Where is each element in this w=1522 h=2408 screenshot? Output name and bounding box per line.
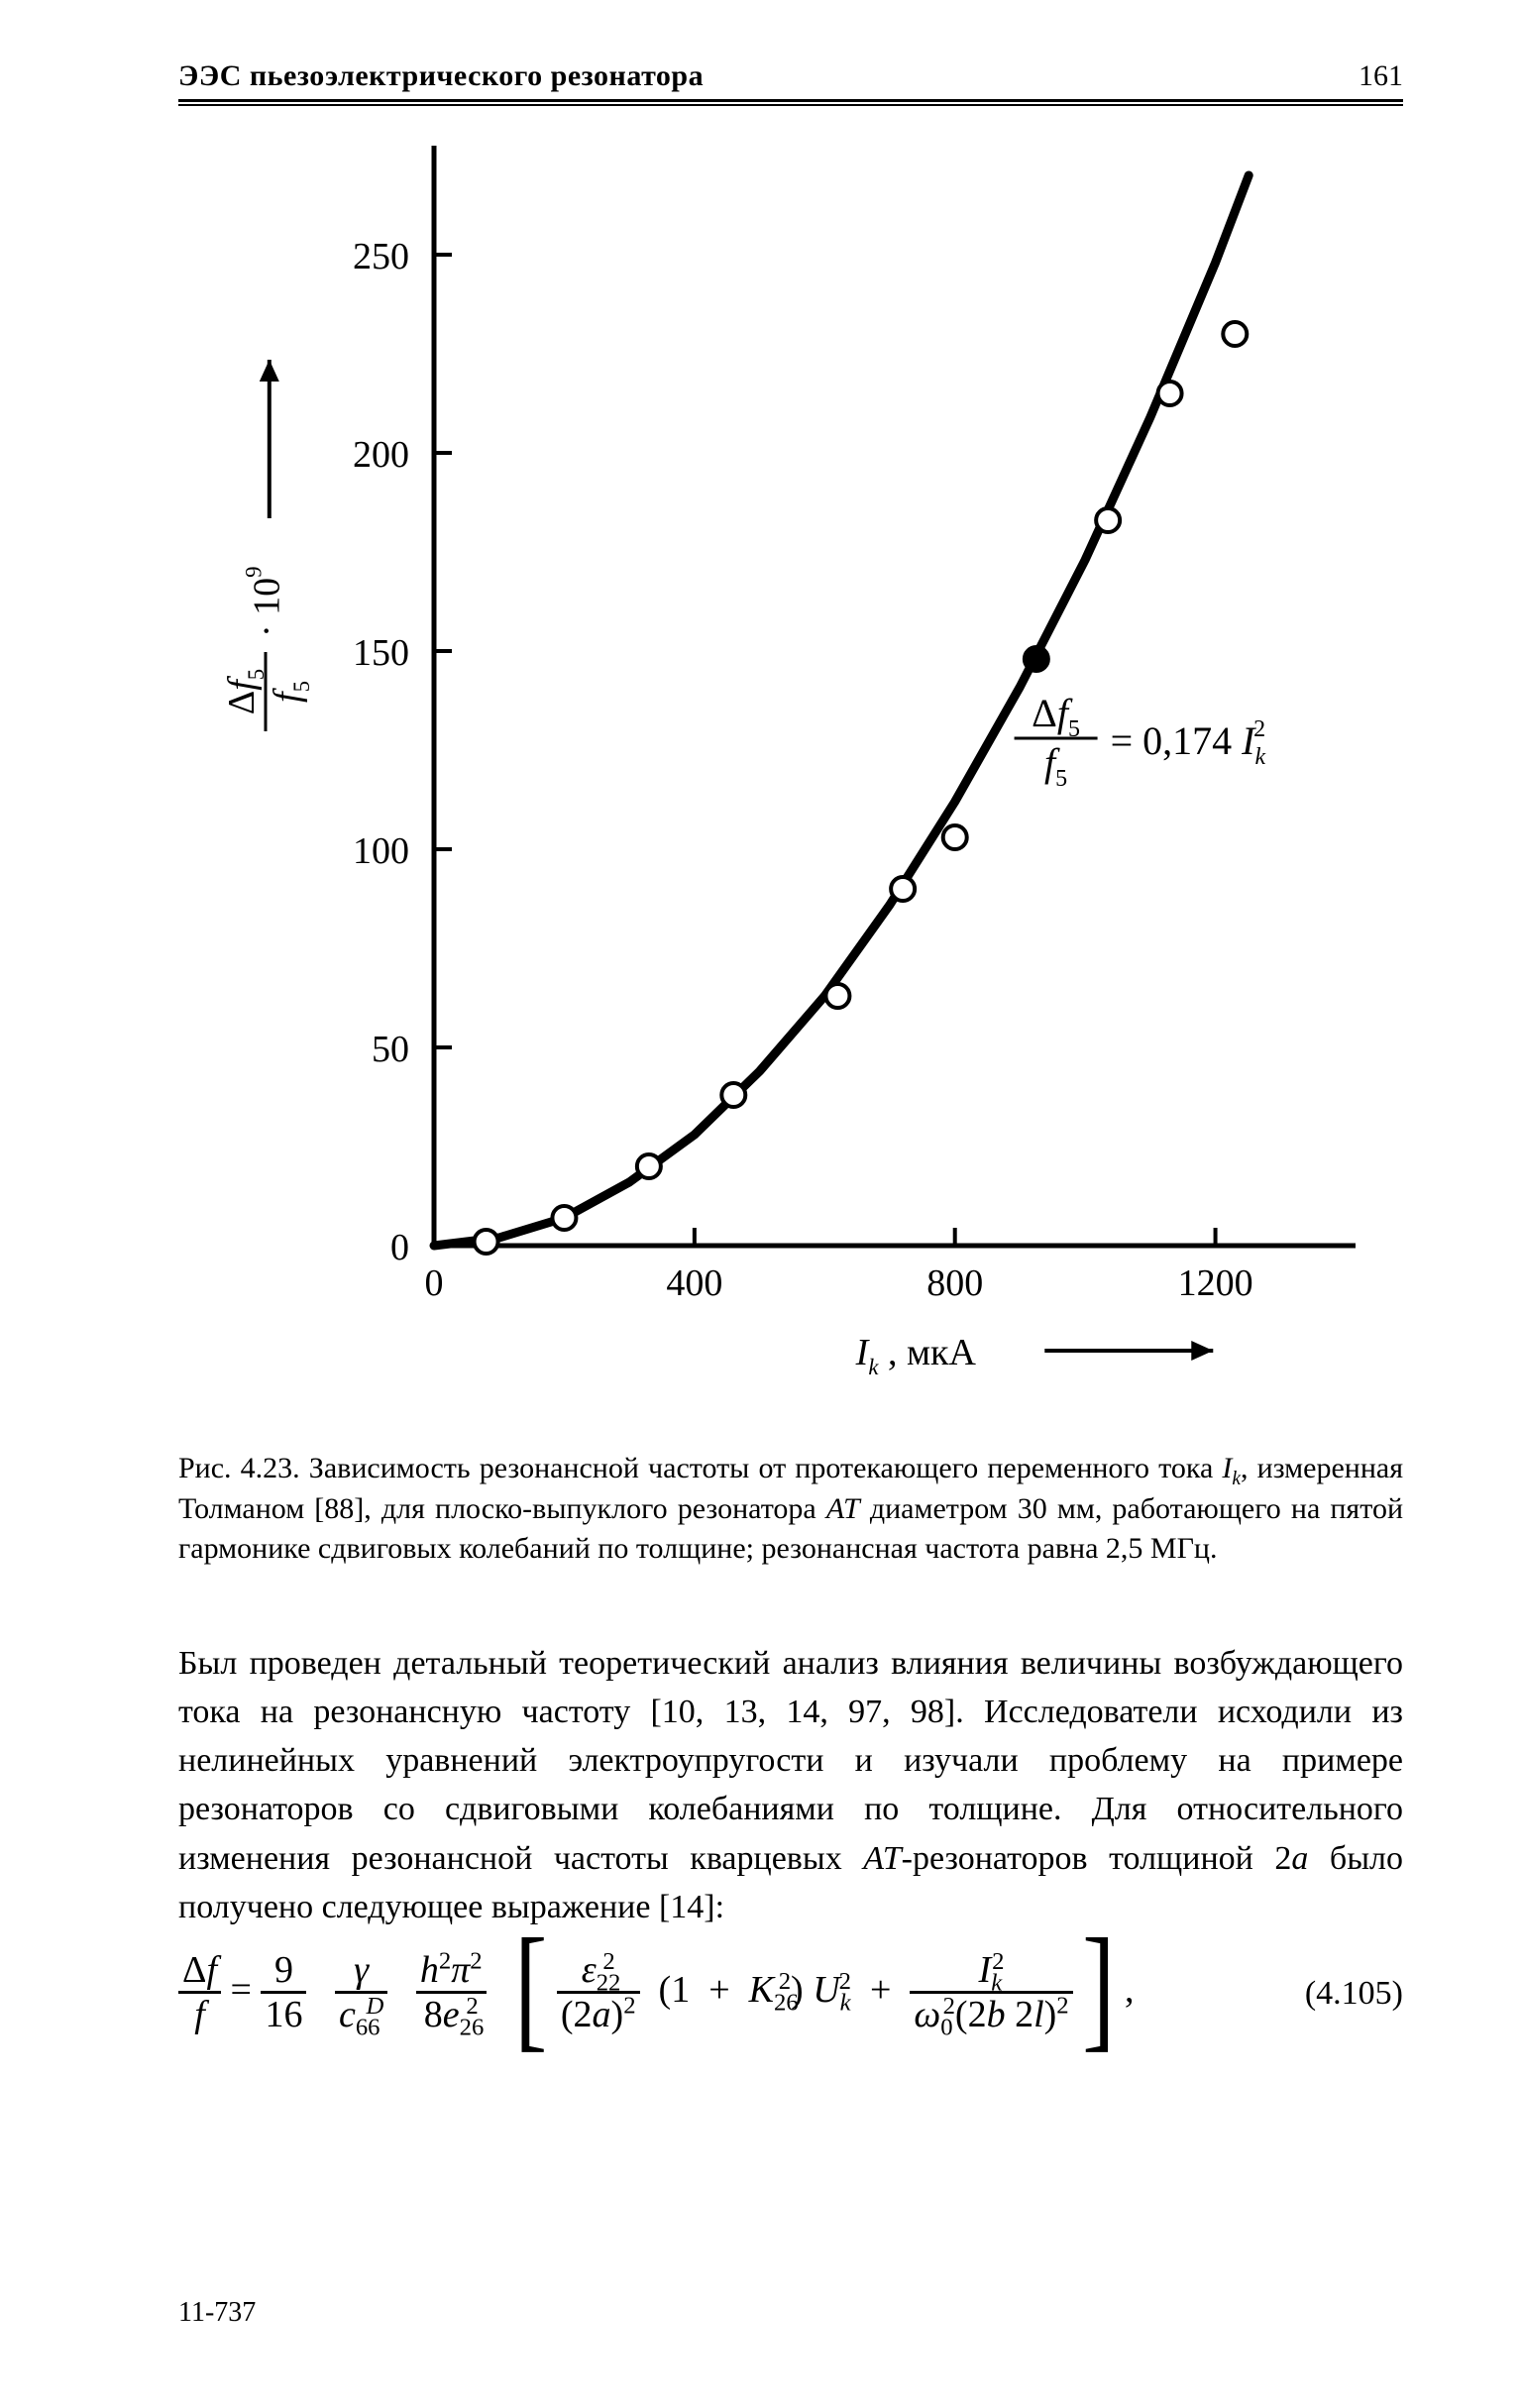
eq-f3: h2π2 8e262 (416, 1951, 487, 2035)
svg-text:0: 0 (390, 1227, 409, 1268)
eq-equals: = (231, 1969, 262, 2011)
chart: 05010015020025004008001200Δf5f5 = 0,174 … (206, 146, 1375, 1419)
body-a: a (1291, 1840, 1308, 1877)
svg-text:250: 250 (353, 236, 409, 277)
eq-f4: ε222 (2a)2 (557, 1951, 640, 2035)
svg-text:800: 800 (926, 1262, 983, 1304)
eq-lbracket: [ (514, 1932, 547, 2043)
equation-number: (4.105) (1265, 1975, 1403, 2013)
body-text-b: -резонаторов толщиной 2 (902, 1840, 1292, 1877)
svg-text:1200: 1200 (1178, 1262, 1253, 1304)
figure-label: Рис. 4.23. (178, 1452, 300, 1484)
footer-signature: 11-737 (178, 2297, 256, 2329)
running-head: ЭЭС пьезоэлектрического резонатора 161 (178, 59, 1403, 102)
svg-text:0: 0 (425, 1262, 444, 1304)
eq-rbracket: ] (1082, 1932, 1115, 2043)
svg-text:400: 400 (666, 1262, 722, 1304)
svg-text:Δf5: Δf5 (1032, 691, 1080, 742)
equation-row: Δf f = 9 16 γ c66D h2π2 8e262 [ ε222 (178, 1951, 1403, 2035)
caption-text-a: Зависимость резонансной частоты от проте… (300, 1452, 1223, 1484)
body-paragraph: Был проведен детальный теоретический ана… (178, 1639, 1403, 1932)
figure-caption: Рис. 4.23. Зависимость резонансной часто… (178, 1449, 1403, 1570)
svg-text:Ik , мкА: Ik , мкА (855, 1332, 977, 1379)
svg-text:150: 150 (353, 632, 409, 674)
svg-text:50: 50 (372, 1029, 409, 1070)
caption-at: AT (826, 1492, 860, 1525)
page: ЭЭС пьезоэлектрического резонатора 161 0… (0, 0, 1522, 2408)
eq-f5: Ik2 ω02(2b 2l)2 (910, 1951, 1072, 2035)
svg-text:200: 200 (353, 434, 409, 476)
chart-svg: 05010015020025004008001200Δf5f5 = 0,174 … (206, 146, 1375, 1414)
svg-text:f5: f5 (1044, 740, 1067, 792)
running-title: ЭЭС пьезоэлектрического резонатора (178, 59, 704, 93)
eq-lhs-frac: Δf f (178, 1951, 221, 2035)
svg-text:100: 100 (353, 830, 409, 872)
eq-f1: 9 16 (261, 1951, 306, 2035)
svg-text:f5: f5 (267, 681, 314, 703)
equation: Δf f = 9 16 γ c66D h2π2 8e262 [ ε222 (178, 1951, 1265, 2035)
svg-text:Δf5: Δf5 (221, 669, 269, 714)
body-at: AT (863, 1840, 901, 1877)
caption-ik: Ik (1222, 1452, 1241, 1484)
svg-text:· 109: · 109 (241, 566, 287, 637)
header-rule (178, 104, 1403, 106)
eq-f2: γ c66D (335, 1951, 387, 2035)
page-number: 161 (1359, 59, 1403, 93)
svg-text:= 0,174 Ik2: = 0,174 Ik2 (1111, 716, 1266, 770)
